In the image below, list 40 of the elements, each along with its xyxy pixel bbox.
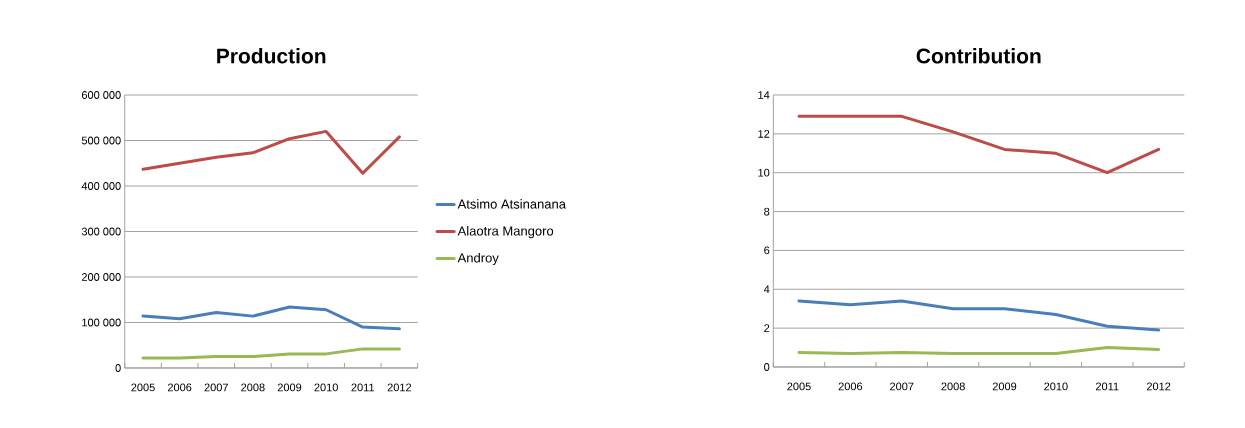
- y-tick-label: 12: [758, 130, 770, 138]
- x-tick-label: 2009: [277, 383, 302, 392]
- y-tick-label: 0: [115, 364, 121, 372]
- x-tick-label: 2010: [314, 383, 338, 392]
- line-series: [141, 129, 401, 175]
- line-series: [797, 299, 1161, 332]
- y-tick-label: 4: [763, 285, 770, 294]
- x-tick-label: 2007: [890, 382, 914, 391]
- y-tick-label: 6: [764, 246, 770, 255]
- x-tick-label: 2012: [387, 383, 412, 392]
- y-tick-label: 200 000: [81, 273, 121, 281]
- chart-title: Contribution: [916, 48, 1041, 64]
- y-tick-label: 0: [764, 363, 770, 371]
- legend-label: Atsimo Atsinanana: [457, 199, 566, 209]
- y-tick-label: 10: [758, 168, 770, 177]
- x-tick-label: 2005: [787, 382, 811, 391]
- y-tick-label: 8: [764, 207, 770, 216]
- legend-label: Androy: [457, 252, 499, 266]
- x-tick-label: 2012: [1146, 382, 1171, 391]
- x-tick-label: 2008: [941, 382, 965, 391]
- x-tick-label: 2005: [131, 383, 155, 392]
- x-tick-label: 2011: [351, 383, 375, 392]
- legend-label: Alaotra Mangoro: [457, 226, 554, 239]
- y-tick-label: 600 000: [81, 91, 121, 99]
- y-tick-label: 500 000: [81, 136, 121, 145]
- x-tick-label: 2009: [992, 382, 1017, 391]
- x-tick-label: 2006: [167, 383, 192, 392]
- y-tick-label: 300 000: [81, 227, 121, 236]
- x-tick-label: 2008: [241, 383, 265, 392]
- x-tick-label: 2006: [838, 382, 863, 391]
- y-tick-label: 14: [758, 91, 770, 99]
- x-tick-label: 2011: [1095, 382, 1119, 391]
- line-series: [141, 347, 401, 360]
- x-tick-label: 2010: [1044, 382, 1068, 391]
- y-tick-label: 2: [764, 324, 770, 332]
- y-tick-label: 100 000: [82, 318, 121, 327]
- x-tick-label: 2007: [204, 383, 228, 392]
- chart-title: Production: [217, 48, 326, 64]
- line-series: [141, 305, 401, 331]
- y-tick-label: 400 000: [81, 182, 121, 190]
